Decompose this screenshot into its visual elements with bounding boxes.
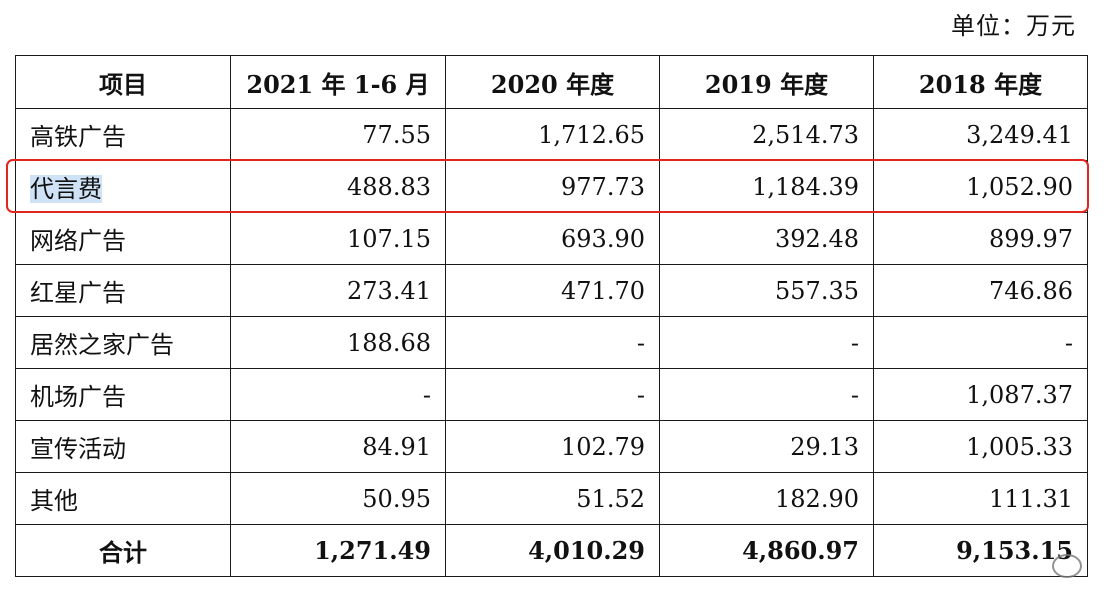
- header-row: 项目 2021 年 1-6 月 2020 年度 2019 年度 2018 年度: [15, 55, 1088, 109]
- table-row: 网络广告 107.15 693.90 392.48 899.97: [15, 212, 1088, 265]
- cell-value: 188.68: [230, 316, 446, 369]
- cell-value: 29.13: [659, 420, 874, 473]
- cell-value: 77.55: [230, 108, 446, 161]
- cell-value: 693.90: [445, 212, 660, 265]
- row-label: 宣传活动: [15, 420, 231, 473]
- cell-value: 1,005.33: [873, 420, 1088, 473]
- weibo-logo-icon: [1052, 554, 1082, 578]
- cell-value: 1,184.39: [659, 160, 874, 213]
- cell-value: 899.97: [873, 212, 1088, 265]
- header-2020: 2020 年度: [445, 55, 660, 109]
- cell-value: 50.95: [230, 472, 446, 525]
- cell-value: 111.31: [873, 472, 1088, 525]
- cell-value: 182.90: [659, 472, 874, 525]
- cell-value: 977.73: [445, 160, 660, 213]
- cell-value: -: [230, 368, 446, 421]
- header-item: 项目: [15, 55, 231, 109]
- table-row: 其他 50.95 51.52 182.90 111.31: [15, 472, 1088, 525]
- total-value: 4,860.97: [659, 524, 874, 577]
- cell-value: -: [659, 368, 874, 421]
- row-label: 网络广告: [15, 212, 231, 265]
- cell-value: 1,052.90: [873, 160, 1088, 213]
- total-label: 合计: [15, 524, 231, 577]
- row-label: 居然之家广告: [15, 316, 231, 369]
- row-label: 高铁广告: [15, 108, 231, 161]
- table-row-highlighted: 代言费 488.83 977.73 1,184.39 1,052.90: [15, 160, 1088, 213]
- cell-value: 2,514.73: [659, 108, 874, 161]
- table-row: 红星广告 273.41 471.70 557.35 746.86: [15, 264, 1088, 317]
- watermark: [1052, 554, 1082, 578]
- table-row: 机场广告 - - - 1,087.37: [15, 368, 1088, 421]
- cell-value: 488.83: [230, 160, 446, 213]
- header-2019: 2019 年度: [659, 55, 874, 109]
- selected-text[interactable]: 代言费: [30, 175, 102, 203]
- row-label-selected[interactable]: 代言费: [15, 160, 231, 213]
- cell-value: 1,712.65: [445, 108, 660, 161]
- total-value: 1,271.49: [230, 524, 446, 577]
- cell-value: 1,087.37: [873, 368, 1088, 421]
- total-row: 合计 1,271.49 4,010.29 4,860.97 9,153.15: [15, 524, 1088, 577]
- table-row: 居然之家广告 188.68 - - -: [15, 316, 1088, 369]
- cell-value: -: [659, 316, 874, 369]
- cell-value: 107.15: [230, 212, 446, 265]
- cell-value: 471.70: [445, 264, 660, 317]
- cell-value: 746.86: [873, 264, 1088, 317]
- table-row: 宣传活动 84.91 102.79 29.13 1,005.33: [15, 420, 1088, 473]
- cell-value: -: [445, 316, 660, 369]
- cell-value: 392.48: [659, 212, 874, 265]
- row-label: 红星广告: [15, 264, 231, 317]
- header-2018: 2018 年度: [873, 55, 1088, 109]
- expense-table: 项目 2021 年 1-6 月 2020 年度 2019 年度 2018 年度 …: [15, 55, 1088, 577]
- row-label: 机场广告: [15, 368, 231, 421]
- table-row: 高铁广告 77.55 1,712.65 2,514.73 3,249.41: [15, 108, 1088, 161]
- cell-value: 273.41: [230, 264, 446, 317]
- unit-label: 单位：万元: [951, 12, 1076, 40]
- cell-value: -: [445, 368, 660, 421]
- total-value: 4,010.29: [445, 524, 660, 577]
- cell-value: -: [873, 316, 1088, 369]
- cell-value: 84.91: [230, 420, 446, 473]
- row-label: 其他: [15, 472, 231, 525]
- cell-value: 557.35: [659, 264, 874, 317]
- cell-value: 102.79: [445, 420, 660, 473]
- cell-value: 3,249.41: [873, 108, 1088, 161]
- header-2021h1: 2021 年 1-6 月: [230, 55, 446, 109]
- cell-value: 51.52: [445, 472, 660, 525]
